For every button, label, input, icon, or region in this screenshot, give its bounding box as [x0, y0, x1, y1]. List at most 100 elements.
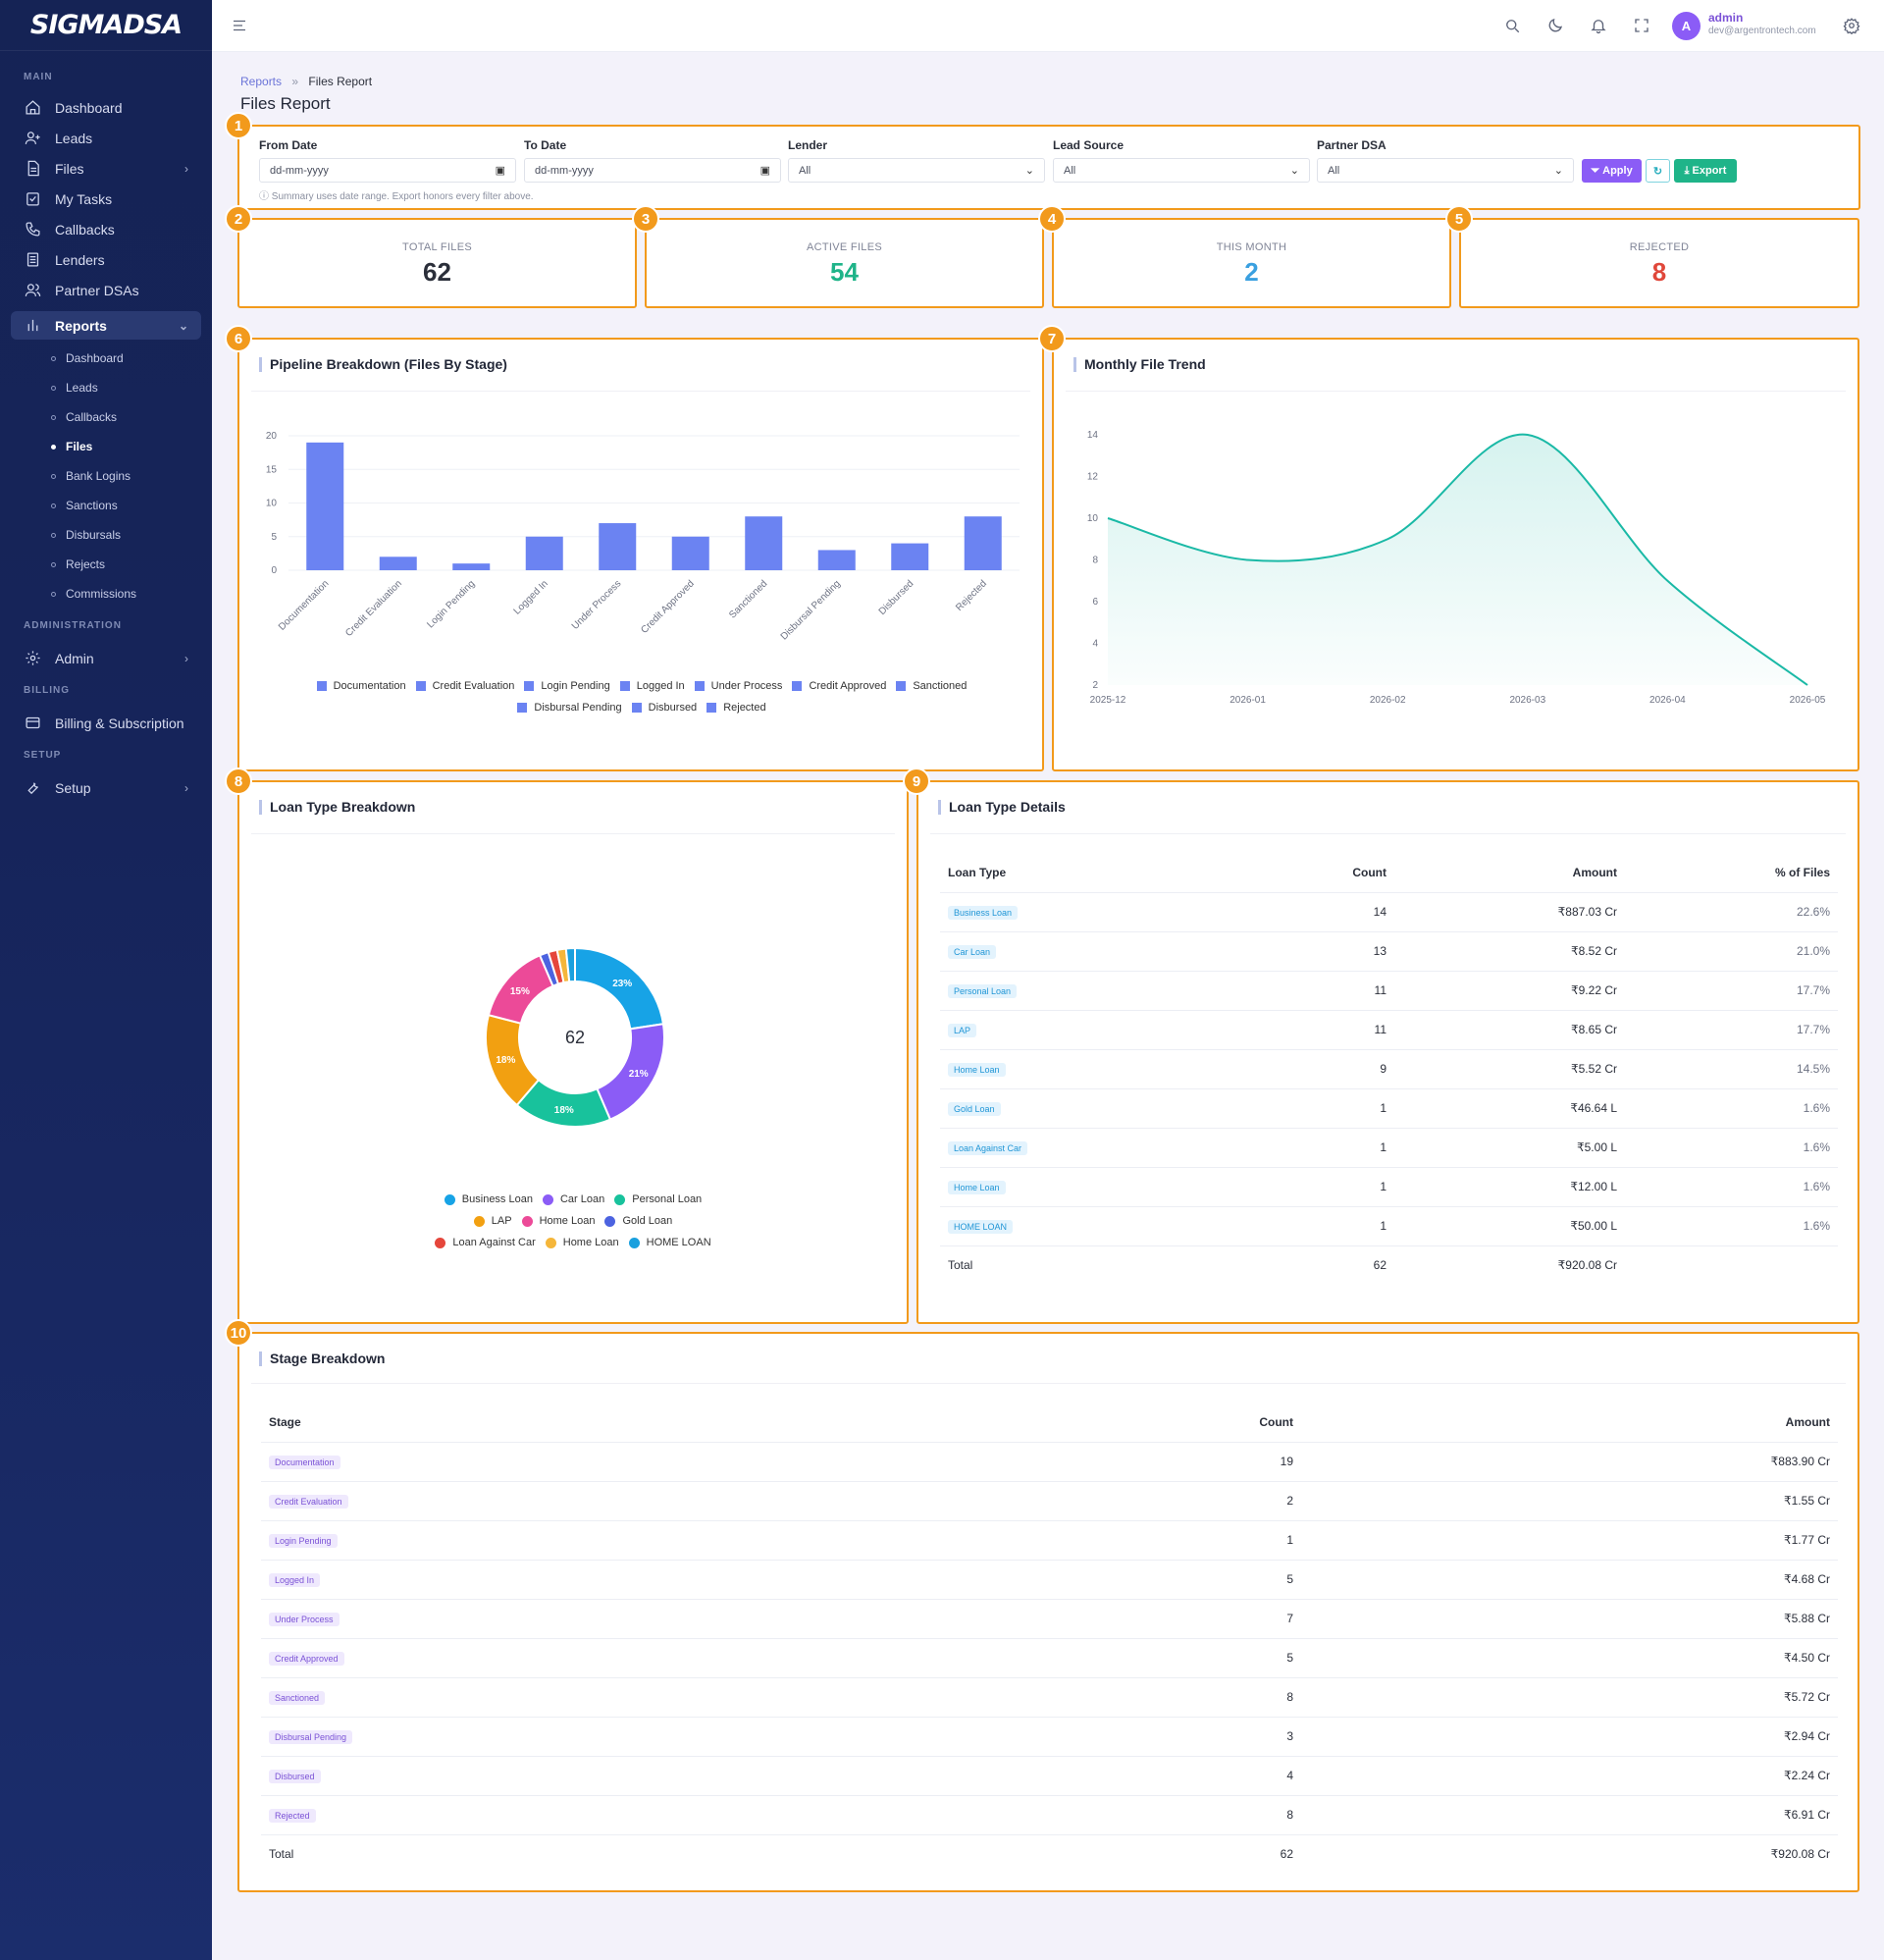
sidebar-item-reports[interactable]: Reports ⌄	[11, 311, 201, 340]
table-cell: ₹1.77 Cr	[1293, 1519, 1838, 1560]
table-row: Rejected 8 ₹6.91 Cr	[261, 1794, 1838, 1834]
partner-dsa-select[interactable]: All ⌄	[1317, 158, 1574, 183]
legend-item[interactable]: Disbursal Pending	[517, 697, 622, 718]
y-tick-label: 10	[266, 499, 278, 509]
sidebar-subitem-files[interactable]: Files	[0, 432, 212, 461]
fullscreen-icon[interactable]	[1632, 16, 1651, 35]
bullet-icon	[51, 561, 56, 567]
card-title: Loan Type Breakdown	[259, 800, 415, 815]
legend-item[interactable]: Business Loan	[444, 1189, 533, 1210]
legend-label: Login Pending	[541, 680, 610, 692]
x-tick-label: Under Process	[570, 578, 624, 632]
loan-type-legend: Business Loan Car Loan Personal Loan LAP Hom…	[426, 1189, 720, 1253]
legend-item[interactable]: Logged In	[619, 675, 685, 697]
breadcrumb-current: Files Report	[308, 75, 373, 88]
legend-swatch	[604, 1215, 616, 1227]
table-row: Credit Approved 5 ₹4.50 Cr	[261, 1637, 1838, 1677]
trend-chart-card: Monthly File Trend 2 4 6 8 10 12 14 2025-12 2026…	[1052, 338, 1859, 771]
from-date-placeholder: dd-mm-yyyy	[270, 164, 329, 177]
sidebar-item-billing[interactable]: Billing & Subscription	[0, 708, 212, 738]
sidebar-item-tasks[interactable]: My Tasks	[0, 184, 212, 214]
legend-item[interactable]: Gold Loan	[604, 1210, 672, 1232]
pipeline-bar-chart: 0 5 10 15 20 Documentation Credit Evaluation Lo…	[266, 431, 1020, 643]
moon-icon[interactable]	[1545, 16, 1565, 35]
legend-label: Documentation	[333, 680, 406, 692]
bullet-icon	[51, 355, 56, 361]
breadcrumb-parent[interactable]: Reports	[240, 75, 283, 88]
sidebar-item-dashboard[interactable]: Dashboard	[0, 92, 212, 123]
table-row: Loan Against Car 1 ₹5.00 L 1.6%	[940, 1127, 1838, 1167]
table-cell: 2	[1144, 1480, 1293, 1520]
sidebar-subitem-dashboard[interactable]: Dashboard	[0, 344, 212, 373]
legend-item[interactable]: Documentation	[316, 675, 406, 697]
sidebar-item-callbacks[interactable]: Callbacks	[0, 214, 212, 244]
legend-item[interactable]: LAP	[473, 1210, 512, 1232]
sidebar-item-leads[interactable]: Leads	[0, 123, 212, 153]
menu-toggle-icon[interactable]	[230, 16, 249, 35]
legend-item[interactable]: Personal Loan	[614, 1189, 702, 1210]
pipeline-legend: Documentation Credit Evaluation Login Pend…	[279, 675, 1005, 718]
section-badge: 1	[225, 112, 252, 139]
to-date-input[interactable]: dd-mm-yyyy ▣	[524, 158, 781, 183]
table-cell: 11	[1293, 1009, 1387, 1049]
legend-item[interactable]: Rejected	[706, 697, 766, 718]
y-tick-label: 20	[266, 431, 278, 442]
legend-item[interactable]: Home Loan	[521, 1210, 595, 1232]
legend-item[interactable]: Home Loan	[545, 1232, 619, 1253]
x-tick-label: Logged In	[512, 578, 550, 616]
sidebar-subitem-callbacks[interactable]: Callbacks	[0, 402, 212, 432]
calendar-icon[interactable]: ▣	[495, 165, 505, 177]
sidebar-item-setup[interactable]: Setup ›	[0, 772, 212, 803]
export-button[interactable]: ⤓ Export	[1674, 159, 1737, 183]
avatar[interactable]: A	[1672, 12, 1701, 40]
calendar-icon[interactable]: ▣	[759, 165, 770, 177]
type-pill: Disbursed	[269, 1769, 321, 1783]
sidebar-item-partners[interactable]: Partner DSAs	[0, 275, 212, 305]
sidebar-subitem-rejects[interactable]: Rejects	[0, 550, 212, 579]
sidebar-item-admin[interactable]: Admin ›	[0, 643, 212, 673]
sidebar-item-files[interactable]: Files ›	[0, 153, 212, 184]
search-icon[interactable]	[1502, 16, 1522, 35]
legend-swatch	[619, 681, 630, 691]
legend-item[interactable]: Login Pending	[524, 675, 610, 697]
divider	[930, 833, 1846, 834]
sidebar-subitem-label: Rejects	[66, 557, 106, 571]
type-pill: Sanctioned	[269, 1690, 326, 1705]
sidebar-subitem-commissions[interactable]: Commissions	[0, 579, 212, 609]
legend-item[interactable]: Disbursed	[631, 697, 697, 718]
section-badge: 4	[1038, 205, 1066, 233]
legend-item[interactable]: Under Process	[694, 675, 782, 697]
legend-item[interactable]: Sanctioned	[896, 675, 967, 697]
sidebar-subitem-disbursals[interactable]: Disbursals	[0, 520, 212, 550]
table-total-row: Total 62 ₹920.08 Cr	[940, 1245, 1838, 1285]
table-cell: LAP	[940, 1009, 1293, 1049]
reset-button[interactable]: ↻	[1646, 159, 1670, 183]
to-date-label: To Date	[524, 138, 567, 152]
user-name: admin	[1708, 11, 1744, 25]
stat-value: 2	[1244, 257, 1259, 287]
donut-center-total: 62	[565, 1028, 585, 1047]
legend-item[interactable]: Credit Approved	[792, 675, 886, 697]
bell-icon[interactable]	[1589, 16, 1608, 35]
table-cell: ₹5.72 Cr	[1293, 1676, 1838, 1717]
lender-select[interactable]: All ⌄	[788, 158, 1045, 183]
settings-icon[interactable]	[1842, 16, 1861, 35]
legend-item[interactable]: Loan Against Car	[435, 1232, 536, 1253]
type-pill: Credit Approved	[269, 1651, 344, 1666]
table-cell: Disbursal Pending	[261, 1716, 1144, 1756]
sidebar-subitem-leads[interactable]: Leads	[0, 373, 212, 402]
legend-item[interactable]: Car Loan	[542, 1189, 604, 1210]
table-cell: 1.6%	[1617, 1127, 1838, 1167]
legend-item[interactable]: Credit Evaluation	[415, 675, 514, 697]
sidebar-subitem-bank-logins[interactable]: Bank Logins	[0, 461, 212, 491]
table-row: Login Pending 1 ₹1.77 Cr	[261, 1519, 1838, 1560]
lead-source-select[interactable]: All ⌄	[1053, 158, 1310, 183]
legend-item[interactable]: HOME LOAN	[628, 1232, 711, 1253]
sidebar-item-lenders[interactable]: Lenders	[0, 244, 212, 275]
sidebar-subitem-sanctions[interactable]: Sanctions	[0, 491, 212, 520]
from-date-input[interactable]: dd-mm-yyyy ▣	[259, 158, 516, 183]
table-row: Business Loan 14 ₹887.03 Cr 22.6%	[940, 891, 1838, 931]
type-pill: Loan Against Car	[948, 1140, 1028, 1155]
apply-button[interactable]: ⏷ Apply	[1582, 159, 1642, 183]
table-cell: ₹5.00 L	[1387, 1127, 1617, 1167]
